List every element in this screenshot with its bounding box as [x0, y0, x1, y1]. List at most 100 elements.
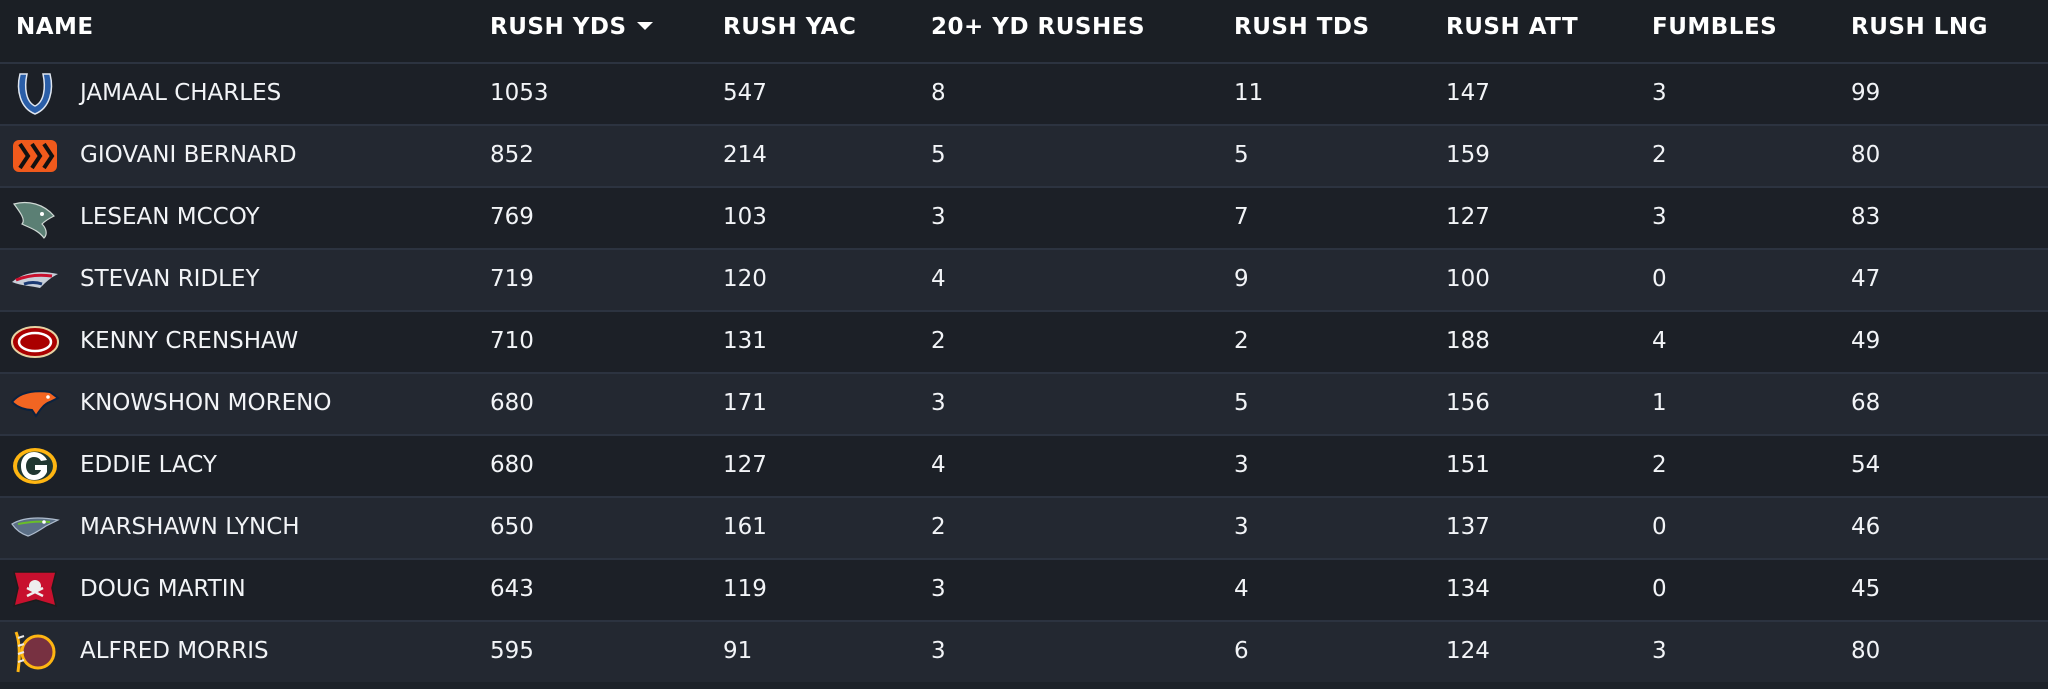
table-row[interactable]: ALFRED MORRIS 595 91 3 6 124 3 80: [0, 620, 2048, 682]
table-row[interactable]: STEVAN RIDLEY 719 120 4 9 100 0 47: [0, 248, 2048, 310]
player-name: MARSHAWN LYNCH: [80, 514, 300, 540]
rush-yds-value: 643: [490, 576, 534, 602]
bengals-stripes-icon: [10, 132, 60, 180]
rushes-20-value: 3: [931, 390, 946, 416]
rush-tds-value: 5: [1234, 390, 1249, 416]
rush-tds-value: 3: [1234, 514, 1249, 540]
rushes-20-value: 3: [931, 638, 946, 664]
column-header-name[interactable]: NAME: [16, 14, 94, 40]
packers-g-icon: [10, 442, 60, 490]
sort-descending-icon: [636, 21, 653, 30]
fumbles-value: 2: [1652, 452, 1667, 478]
player-name: ALFRED MORRIS: [80, 638, 269, 664]
rush-lng-value: 83: [1851, 204, 1881, 230]
rush-tds-value: 5: [1234, 142, 1249, 168]
rush-lng-value: 46: [1851, 514, 1881, 540]
rush-lng-value: 68: [1851, 390, 1881, 416]
column-header-20-yd-rushes[interactable]: 20+ YD RUSHES: [931, 14, 1145, 40]
rush-yac-value: 119: [723, 576, 767, 602]
rush-lng-value: 99: [1851, 80, 1881, 106]
player-name: KNOWSHON MORENO: [80, 390, 332, 416]
rush-yac-value: 161: [723, 514, 767, 540]
rush-yac-value: 91: [723, 638, 753, 664]
rush-tds-value: 9: [1234, 266, 1249, 292]
column-header-rush-att[interactable]: RUSH ATT: [1446, 14, 1578, 40]
rush-yac-value: 214: [723, 142, 767, 168]
rushes-20-value: 2: [931, 328, 946, 354]
column-header-label: RUSH YDS: [490, 14, 627, 40]
rush-tds-value: 7: [1234, 204, 1249, 230]
player-name: STEVAN RIDLEY: [80, 266, 260, 292]
rush-yac-value: 127: [723, 452, 767, 478]
fumbles-value: 4: [1652, 328, 1667, 354]
rush-yac-value: 103: [723, 204, 767, 230]
column-header-rush-yds[interactable]: RUSH YDS: [490, 14, 653, 40]
rush-att-value: 147: [1446, 80, 1490, 106]
table-row[interactable]: EDDIE LACY 680 127 4 3 151 2 54: [0, 434, 2048, 496]
rushes-20-value: 4: [931, 452, 946, 478]
rush-tds-value: 2: [1234, 328, 1249, 354]
rush-att-value: 156: [1446, 390, 1490, 416]
column-header-fumbles[interactable]: FUMBLES: [1652, 14, 1777, 40]
table-row[interactable]: MARSHAWN LYNCH 650 161 2 3 137 0 46: [0, 496, 2048, 558]
rush-yds-value: 1053: [490, 80, 549, 106]
column-header-label: RUSH YAC: [723, 14, 857, 40]
rush-att-value: 137: [1446, 514, 1490, 540]
table-row[interactable]: KNOWSHON MORENO 680 171 3 5 156 1 68: [0, 372, 2048, 434]
rush-att-value: 127: [1446, 204, 1490, 230]
rushes-20-value: 3: [931, 204, 946, 230]
fumbles-value: 0: [1652, 576, 1667, 602]
table-row[interactable]: DOUG MARTIN 643 119 3 4 134 0 45: [0, 558, 2048, 620]
column-header-label: 20+ YD RUSHES: [931, 14, 1146, 40]
rush-yds-value: 719: [490, 266, 534, 292]
fumbles-value: 3: [1652, 638, 1667, 664]
fumbles-value: 3: [1652, 204, 1667, 230]
patriots-flying-elvis-icon: [10, 256, 60, 304]
column-header-label: RUSH ATT: [1446, 14, 1579, 40]
rush-att-value: 134: [1446, 576, 1490, 602]
rushes-20-value: 5: [931, 142, 946, 168]
rush-yac-value: 547: [723, 80, 767, 106]
rush-yds-value: 680: [490, 452, 534, 478]
player-name: EDDIE LACY: [80, 452, 217, 478]
player-name: KENNY CRENSHAW: [80, 328, 299, 354]
rush-lng-value: 80: [1851, 638, 1881, 664]
rush-lng-value: 49: [1851, 328, 1881, 354]
eagles-head-icon: [10, 194, 60, 242]
colts-horseshoe-icon: [10, 70, 60, 118]
table-row[interactable]: LESEAN MCCOY 769 103 3 7 127 3 83: [0, 186, 2048, 248]
rushes-20-value: 3: [931, 576, 946, 602]
player-name: DOUG MARTIN: [80, 576, 246, 602]
rush-tds-value: 4: [1234, 576, 1249, 602]
seahawks-head-icon: [10, 504, 60, 552]
rushes-20-value: 8: [931, 80, 946, 106]
player-name: GIOVANI BERNARD: [80, 142, 297, 168]
column-header-rush-tds[interactable]: RUSH TDS: [1234, 14, 1370, 40]
column-header-rush-lng[interactable]: RUSH LNG: [1851, 14, 1988, 40]
buccaneers-flag-icon: [10, 566, 60, 614]
rush-lng-value: 47: [1851, 266, 1881, 292]
redskins-feather-icon: [10, 628, 60, 676]
column-header-label: RUSH LNG: [1851, 14, 1988, 40]
rush-tds-value: 11: [1234, 80, 1264, 106]
rush-att-value: 188: [1446, 328, 1490, 354]
player-name: LESEAN MCCOY: [80, 204, 260, 230]
rush-tds-value: 6: [1234, 638, 1249, 664]
fumbles-value: 1: [1652, 390, 1667, 416]
rushes-20-value: 4: [931, 266, 946, 292]
49ers-oval-icon: [10, 318, 60, 366]
column-header-label: RUSH TDS: [1234, 14, 1370, 40]
table-row[interactable]: GIOVANI BERNARD 852 214 5 5 159 2 80: [0, 124, 2048, 186]
rush-yds-value: 769: [490, 204, 534, 230]
rush-yds-value: 595: [490, 638, 534, 664]
table-row[interactable]: KENNY CRENSHAW 710 131 2 2 188 4 49: [0, 310, 2048, 372]
column-header-label: FUMBLES: [1652, 14, 1778, 40]
table-row[interactable]: JAMAAL CHARLES 1053 547 8 11 147 3 99: [0, 62, 2048, 124]
rush-att-value: 100: [1446, 266, 1490, 292]
fumbles-value: 3: [1652, 80, 1667, 106]
rush-yac-value: 120: [723, 266, 767, 292]
fumbles-value: 0: [1652, 266, 1667, 292]
column-header-rush-yac[interactable]: RUSH YAC: [723, 14, 856, 40]
rush-att-value: 159: [1446, 142, 1490, 168]
player-name: JAMAAL CHARLES: [80, 80, 282, 106]
